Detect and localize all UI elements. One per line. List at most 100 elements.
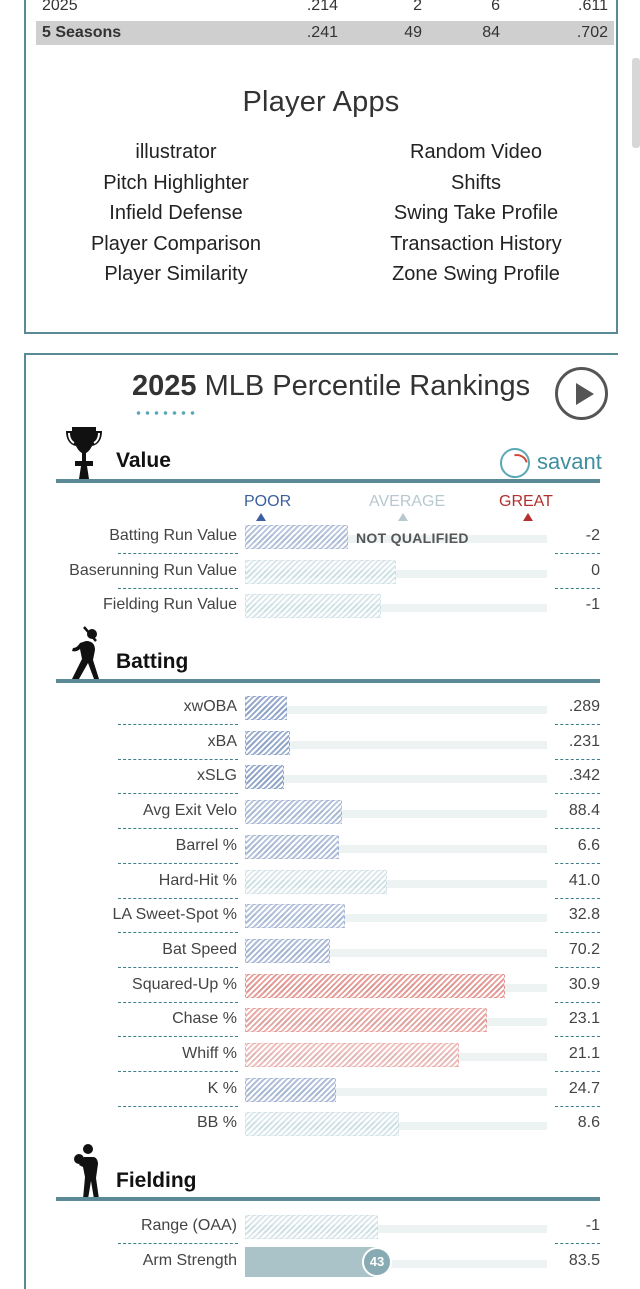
percentile-track [245, 948, 547, 957]
row-separator [118, 828, 238, 830]
percentile-title: 2025 MLB Percentile Rankings [132, 370, 531, 402]
percentile-bar[interactable] [245, 525, 348, 549]
percentile-bar[interactable] [245, 869, 387, 894]
percentile-track [245, 1259, 547, 1268]
player-app-link[interactable]: Swing Take Profile [393, 202, 559, 224]
row-separator [118, 793, 238, 795]
metric-label: xwOBA [183, 698, 237, 715]
stat-cell-label: 5 Seasons [42, 24, 122, 41]
metric-value: 6.6 [577, 836, 600, 854]
percentile-bar[interactable] [245, 800, 342, 825]
row-separator [555, 793, 600, 795]
metric-value: -1 [585, 596, 600, 614]
player-app-link[interactable]: Infield Defense [109, 202, 243, 224]
player-app-link[interactable]: Zone Swing Profile [392, 263, 560, 285]
row-separator [555, 1001, 600, 1003]
player-app-link[interactable]: illustrator [135, 141, 217, 163]
percentile-bar[interactable] [245, 1043, 459, 1067]
percentile-track [245, 844, 547, 853]
metric-value: -2 [585, 527, 600, 544]
player-app-link[interactable]: Player Similarity [104, 263, 248, 285]
percentile-bar[interactable] [245, 559, 396, 584]
percentile-track [245, 810, 547, 819]
row-separator [555, 587, 600, 589]
percentile-track [245, 1225, 547, 1233]
row-separator [555, 966, 600, 968]
section-title: Batting [116, 650, 189, 673]
percentile-bar[interactable] [245, 1008, 487, 1033]
percentile-track [245, 775, 547, 784]
metric-label: Arm Strength [142, 1251, 237, 1269]
legend-great-marker [523, 513, 533, 521]
stat-cell-rbi: 6 [491, 0, 500, 14]
metric-value: 41.0 [568, 871, 600, 889]
percentile-bar[interactable] [245, 594, 381, 619]
stat-cell-hr: 49 [404, 24, 422, 41]
percentile-bar[interactable] [245, 1246, 377, 1277]
metric-label: Whiff % [182, 1045, 237, 1062]
metric-label: Squared-Up % [132, 975, 237, 993]
metric-value: .289 [568, 698, 600, 715]
play-video-button[interactable] [555, 367, 608, 420]
metric-value: 24.7 [568, 1079, 600, 1097]
stat-cell-hr: 2 [413, 0, 422, 14]
trophy-icon [64, 425, 104, 486]
stat-cell-rbi: 84 [482, 24, 500, 41]
percentile-track [245, 535, 547, 543]
percentile-rankings-card [24, 353, 618, 1289]
not-qualified-label: NOT QUALIFIED [356, 530, 469, 546]
player-app-link[interactable]: Random Video [410, 141, 542, 163]
metric-label: Avg Exit Velo [143, 802, 237, 820]
percentile-track [245, 879, 547, 888]
stat-cell-avg: .214 [306, 0, 338, 14]
row-separator [555, 1243, 600, 1244]
percentile-bar[interactable] [245, 765, 284, 790]
percentile-bar[interactable] [245, 1215, 378, 1239]
percentile-bar[interactable] [245, 730, 290, 755]
player-app-link[interactable]: Player Comparison [90, 232, 262, 255]
row-separator [118, 1243, 238, 1244]
percentile-bar[interactable] [245, 696, 287, 720]
legend-poor-marker [256, 513, 266, 521]
scrollbar[interactable] [632, 58, 640, 148]
metric-label: Hard-Hit % [158, 871, 237, 889]
row-separator [555, 932, 600, 934]
legend-great: GREAT [499, 493, 553, 510]
metric-value: 32.8 [568, 906, 600, 924]
season-row: 2025 .214 2 6 .611 [36, 0, 614, 18]
player-app-link[interactable]: Pitch Highlighter [103, 171, 249, 194]
metric-value: 83.5 [568, 1251, 600, 1269]
metric-value: 0 [591, 561, 600, 579]
metric-label: BB % [196, 1114, 237, 1132]
percentile-bar[interactable] [245, 938, 330, 963]
metric-value: 23.1 [568, 1010, 600, 1028]
percentile-bar[interactable] [245, 904, 345, 929]
row-separator [555, 828, 600, 830]
metric-label: Fielding Run Value [102, 596, 237, 614]
row-separator [118, 1036, 238, 1038]
legend-poor: POOR [244, 493, 292, 510]
metric-value: 70.2 [568, 940, 600, 958]
title-underline-dots [134, 410, 198, 416]
metric-label: Bat Speed [162, 940, 237, 958]
baseball-icon [500, 448, 530, 478]
metric-value: 88.4 [568, 802, 600, 820]
metric-value: -1 [585, 1217, 600, 1234]
percentile-bar[interactable] [245, 1077, 336, 1102]
row-separator [118, 966, 238, 968]
percentile-bar[interactable] [245, 1112, 399, 1137]
metric-label: xSLG [196, 767, 237, 785]
player-apps-title: Player Apps [242, 86, 400, 118]
player-apps-left-column: illustrator Pitch Highlighter Infield Defe… [26, 137, 326, 290]
section-divider [56, 679, 600, 683]
player-app-link[interactable]: Shifts [450, 171, 502, 194]
row-separator [118, 758, 238, 760]
section-title: Fielding [116, 1169, 197, 1192]
row-separator [555, 724, 600, 725]
metric-label: K % [207, 1079, 237, 1097]
percentile-bar[interactable] [245, 973, 505, 998]
player-app-link[interactable]: Transaction History [390, 232, 562, 255]
percentile-bar[interactable] [245, 834, 339, 859]
legend-average-marker [398, 513, 408, 521]
legend-average: AVERAGE [369, 493, 446, 510]
